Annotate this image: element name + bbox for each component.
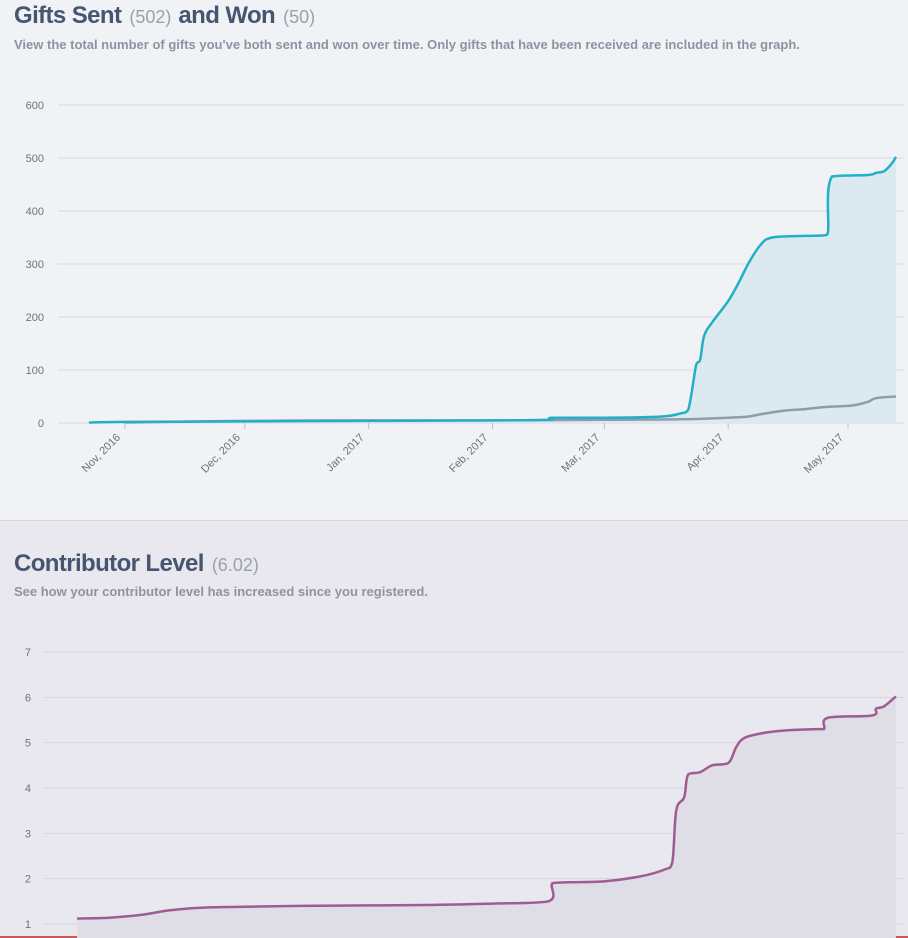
- y-tick-label: 600: [26, 100, 44, 112]
- x-tick-label: Jan, 2017: [324, 432, 367, 475]
- y-tick-label: 4: [25, 783, 31, 795]
- contributor-level: (6.02): [211, 555, 259, 575]
- x-tick-label: Mar, 2017: [559, 432, 602, 475]
- gifts-sent-count: (502): [129, 7, 172, 27]
- y-tick-label: 6: [25, 692, 31, 704]
- contributor-title: Contributor Level: [14, 550, 204, 577]
- contributor-chart: 7 6 5 4 3 2 1: [25, 647, 904, 938]
- x-tick-label: Feb, 2017: [447, 432, 491, 476]
- y-tick-label: 2: [25, 874, 31, 886]
- gifts-heading: Gifts Sent (502) and Won (50): [14, 2, 322, 30]
- contributor-heading: Contributor Level (6.02): [14, 550, 266, 578]
- sent-series-line: [88, 156, 897, 424]
- gifts-section: Gifts Sent (502) and Won (50) View the tota…: [0, 0, 908, 521]
- gifts-won-count: (50): [283, 7, 316, 27]
- y-tick-label: 400: [26, 206, 44, 218]
- y-tick-label: 500: [26, 153, 44, 165]
- gifts-subtitle: View the total number of gifts you've bo…: [14, 37, 800, 52]
- gifts-chart: 600 500 400 300 200 100 0 Nov, 2016 Dec, 2016 Jan…: [26, 100, 904, 476]
- x-tick-label: Dec, 2016: [199, 432, 243, 476]
- y-tick-label: 300: [26, 259, 44, 271]
- contributor-subtitle: See how your contributor level has incre…: [14, 584, 428, 599]
- sent-area: [89, 156, 896, 423]
- y-tick-label: 1: [25, 919, 31, 931]
- y-tick-label: 3: [25, 828, 31, 840]
- contributor-section: Contributor Level (6.02) See how your con…: [0, 521, 908, 938]
- y-tick-label: 100: [26, 365, 44, 377]
- y-tick-label: 7: [25, 647, 31, 659]
- y-tick-label: 200: [26, 312, 44, 324]
- gifts-won-title: and Won: [178, 2, 276, 29]
- y-tick-label: 0: [38, 418, 44, 430]
- y-tick-label: 5: [25, 738, 31, 750]
- gifts-sent-title: Gifts Sent: [14, 2, 122, 29]
- level-series-line: [77, 695, 897, 920]
- x-tick-label: May, 2017: [802, 432, 846, 476]
- x-tick-label: Apr, 2017: [685, 432, 727, 474]
- level-area: [77, 696, 896, 938]
- x-tick-label: Nov, 2016: [80, 432, 123, 475]
